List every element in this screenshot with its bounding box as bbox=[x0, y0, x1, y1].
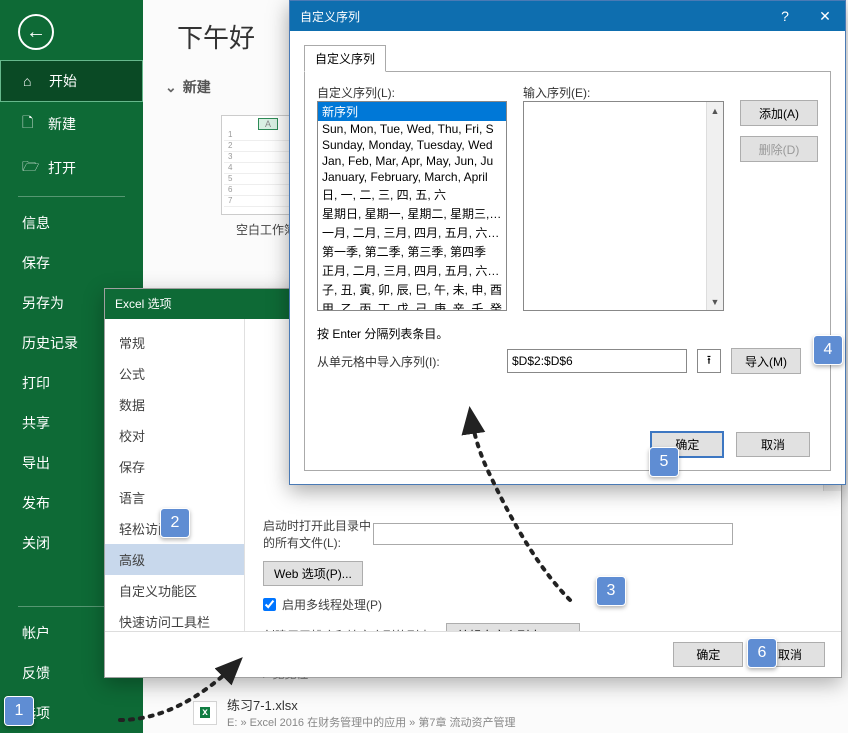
entries-textarea[interactable]: ▲ ▼ bbox=[523, 101, 724, 311]
custom-tab[interactable]: 自定义序列 bbox=[304, 45, 386, 72]
bs-label: 导出 bbox=[22, 453, 50, 473]
back-arrow-icon: ← bbox=[26, 21, 46, 44]
scroll-up-icon[interactable]: ▲ bbox=[707, 102, 723, 119]
list-item[interactable]: 正月, 二月, 三月, 四月, 五月, 六月, bbox=[318, 261, 506, 280]
excel-file-icon: x bbox=[193, 701, 217, 725]
list-item[interactable]: 子, 丑, 寅, 卯, 辰, 巳, 午, 未, 申, 酉 bbox=[318, 280, 506, 299]
list-item[interactable]: 一月, 二月, 三月, 四月, 五月, 六月, bbox=[318, 223, 506, 242]
opt-cat-formulas[interactable]: 公式 bbox=[105, 358, 244, 389]
custom-title: 自定义序列 bbox=[300, 8, 360, 25]
new-label: 新建 bbox=[183, 79, 211, 95]
list-item[interactable]: 新序列 bbox=[318, 102, 506, 121]
scroll-down-icon[interactable]: ▼ bbox=[707, 293, 723, 310]
bs-label: 新建 bbox=[48, 114, 76, 134]
opt-cat-general[interactable]: 常规 bbox=[105, 327, 244, 358]
custom-titlebar: 自定义序列 ? ✕ bbox=[290, 1, 845, 31]
list-item[interactable]: 甲, 乙, 丙, 丁, 戊, 己, 庚, 辛, 壬, 癸 bbox=[318, 299, 506, 311]
enter-hint: 按 Enter 分隔列表条目。 bbox=[317, 325, 818, 342]
list-item[interactable]: January, February, March, April bbox=[318, 169, 506, 185]
back-button[interactable]: ← bbox=[18, 14, 54, 50]
web-options-button[interactable]: Web 选项(P)... bbox=[263, 561, 363, 586]
bs-label: 打印 bbox=[22, 373, 50, 393]
bs-item-home[interactable]: ⌂ 开始 bbox=[0, 60, 143, 102]
file-path: E: » Excel 2016 在财务管理中的应用 » 第7章 流动资产管理 bbox=[227, 714, 516, 730]
custom-lists-dialog: 自定义序列 ? ✕ 自定义序列 自定义序列(L): 新序列 Sun, Mon, … bbox=[289, 0, 846, 485]
step-badge-6: 6 bbox=[747, 638, 777, 668]
new-icon: 🗋 bbox=[22, 112, 40, 136]
list-item[interactable]: Sun, Mon, Tue, Wed, Thu, Fri, S bbox=[318, 121, 506, 137]
bs-label: 发布 bbox=[22, 493, 50, 513]
opt-cat-proofing[interactable]: 校对 bbox=[105, 420, 244, 451]
bs-item-save[interactable]: 保存 bbox=[0, 243, 143, 283]
recent-file-row[interactable]: x 练习7-1.xlsx E: » Excel 2016 在财务管理中的应用 »… bbox=[193, 695, 516, 730]
bs-item-new[interactable]: 🗋 新建 bbox=[0, 102, 143, 146]
step-badge-1: 1 bbox=[4, 696, 34, 726]
bs-item-info[interactable]: 信息 bbox=[0, 203, 143, 243]
list-item[interactable]: Jan, Feb, Mar, Apr, May, Jun, Ju bbox=[318, 153, 506, 169]
close-button[interactable]: ✕ bbox=[805, 1, 845, 31]
lists-label: 自定义序列(L): bbox=[317, 84, 507, 101]
options-title: Excel 选项 bbox=[115, 297, 172, 311]
bs-label: 另存为 bbox=[22, 293, 64, 313]
bs-label: 打开 bbox=[48, 158, 76, 178]
opt-cat-data[interactable]: 数据 bbox=[105, 389, 244, 420]
list-item[interactable]: 日, 一, 二, 三, 四, 五, 六 bbox=[318, 185, 506, 204]
list-item[interactable]: Sunday, Monday, Tuesday, Wed bbox=[318, 137, 506, 153]
entries-label: 输入序列(E): bbox=[523, 84, 724, 101]
import-button[interactable]: 导入(M) bbox=[731, 348, 801, 374]
startup-label: 启动时打开此目录中的所有文件(L): bbox=[263, 517, 373, 551]
startup-path-input[interactable] bbox=[373, 523, 733, 545]
chevron-down-icon: ⌄ bbox=[165, 79, 177, 95]
options-ok-button[interactable]: 确定 bbox=[673, 642, 743, 667]
import-range-input[interactable] bbox=[507, 349, 687, 373]
entries-scrollbar[interactable]: ▲ ▼ bbox=[706, 102, 723, 310]
list-item[interactable]: 星期日, 星期一, 星期二, 星期三, 星 bbox=[318, 204, 506, 223]
step-badge-3: 3 bbox=[596, 576, 626, 606]
step-badge-4: 4 bbox=[813, 335, 843, 365]
opt-cat-ribbon[interactable]: 自定义功能区 bbox=[105, 575, 244, 606]
bs-label: 历史记录 bbox=[22, 333, 78, 353]
bs-label: 帐户 bbox=[22, 623, 50, 643]
open-icon: 🗁 bbox=[22, 156, 40, 180]
step-badge-2: 2 bbox=[160, 508, 190, 538]
bs-label: 保存 bbox=[22, 253, 50, 273]
bs-label: 共享 bbox=[22, 413, 50, 433]
bs-label: 信息 bbox=[22, 213, 50, 233]
delete-button[interactable]: 删除(D) bbox=[740, 136, 818, 162]
options-category-list: 常规 公式 数据 校对 保存 语言 轻松访问 高级 自定义功能区 快速访问工具栏… bbox=[105, 319, 245, 639]
custom-lists-listbox[interactable]: 新序列 Sun, Mon, Tue, Wed, Thu, Fri, S Sund… bbox=[317, 101, 507, 311]
multithread-label: 启用多线程处理(P) bbox=[282, 596, 382, 613]
custom-cancel-button[interactable]: 取消 bbox=[736, 432, 810, 457]
help-button[interactable]: ? bbox=[765, 1, 805, 31]
multithread-checkbox[interactable] bbox=[263, 598, 276, 611]
bs-label: 反馈 bbox=[22, 663, 50, 683]
opt-cat-save[interactable]: 保存 bbox=[105, 451, 244, 482]
step-badge-5: 5 bbox=[649, 447, 679, 477]
bs-item-open[interactable]: 🗁 打开 bbox=[0, 146, 143, 190]
bs-label: 开始 bbox=[49, 71, 77, 91]
file-name: 练习7-1.xlsx bbox=[227, 695, 516, 714]
add-button[interactable]: 添加(A) bbox=[740, 100, 818, 126]
bs-label: 关闭 bbox=[22, 533, 50, 553]
import-label: 从单元格中导入序列(I): bbox=[317, 353, 497, 370]
home-icon: ⌂ bbox=[23, 73, 41, 89]
range-picker-button[interactable]: ⭱ bbox=[697, 349, 721, 373]
list-item[interactable]: 第一季, 第二季, 第三季, 第四季 bbox=[318, 242, 506, 261]
opt-cat-advanced[interactable]: 高级 bbox=[105, 544, 244, 575]
